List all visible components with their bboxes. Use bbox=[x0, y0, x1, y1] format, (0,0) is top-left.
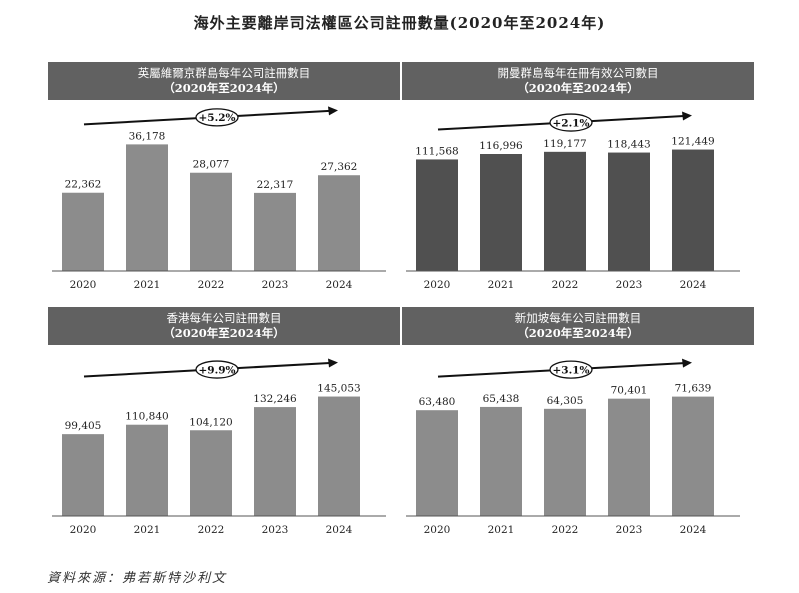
cagr-badge bbox=[549, 360, 593, 379]
x-tick-label: 2022 bbox=[552, 279, 579, 291]
bar bbox=[480, 154, 522, 271]
x-tick-label: 2022 bbox=[198, 524, 225, 536]
data-label: 71,639 bbox=[675, 383, 712, 395]
bar bbox=[544, 151, 586, 271]
data-label: 70,401 bbox=[611, 385, 648, 397]
chart-panel-hongkong: 香港每年公司註冊數目 （2020年至2024年） 99,405 2020 110,8… bbox=[48, 307, 400, 542]
data-label: 36,178 bbox=[129, 130, 166, 142]
x-tick-label: 2021 bbox=[134, 524, 161, 536]
x-tick-label: 2023 bbox=[616, 524, 643, 536]
x-tick-label: 2023 bbox=[262, 524, 289, 536]
bar bbox=[318, 396, 360, 516]
trend-arrowhead bbox=[328, 106, 338, 116]
chart-subtitle: （2020年至2024年） bbox=[517, 326, 639, 340]
bar bbox=[254, 407, 296, 516]
data-label: 28,077 bbox=[193, 159, 230, 171]
bar bbox=[62, 192, 104, 271]
bar-chart: 22,362 2020 36,178 2021 28,077 2022 22,317 2023… bbox=[52, 106, 386, 291]
bar bbox=[126, 144, 168, 271]
chart-header: 開曼群島每年在冊有效公司數目 （2020年至2024年） bbox=[402, 62, 754, 100]
bar bbox=[62, 434, 104, 516]
data-label: 22,317 bbox=[257, 179, 294, 191]
chart-subtitle: （2020年至2024年） bbox=[163, 326, 285, 340]
x-tick-label: 2024 bbox=[326, 279, 353, 291]
chart-panel-singapore: 新加坡每年公司註冊數目 （2020年至2024年） 63,480 2020 65,4… bbox=[402, 307, 754, 542]
bar bbox=[416, 159, 458, 271]
data-label: 145,053 bbox=[317, 383, 360, 395]
bar-chart: 63,480 2020 65,438 2021 64,305 2022 70,401 2023… bbox=[406, 358, 740, 536]
bar bbox=[254, 192, 296, 271]
data-label: 104,120 bbox=[189, 416, 232, 428]
chart-title: 開曼群島每年在冊有效公司數目 bbox=[497, 66, 659, 80]
data-label: 65,438 bbox=[483, 393, 520, 405]
x-tick-label: 2022 bbox=[552, 524, 579, 536]
cagr-badge bbox=[549, 113, 593, 132]
bar bbox=[672, 149, 714, 271]
x-tick-label: 2023 bbox=[616, 279, 643, 291]
x-tick-label: 2020 bbox=[70, 524, 97, 536]
data-label: 27,362 bbox=[321, 161, 358, 173]
cagr-label: +2.1% bbox=[552, 117, 589, 129]
chart-panel-cayman: 開曼群島每年在冊有效公司數目 （2020年至2024年） 111,568 2020… bbox=[402, 62, 754, 297]
bar bbox=[608, 152, 650, 271]
cagr-label: +5.2% bbox=[198, 112, 235, 124]
bar bbox=[416, 410, 458, 516]
cagr-badge bbox=[195, 360, 239, 379]
bar bbox=[318, 175, 360, 271]
bar-chart: 99,405 2020 110,840 2021 104,120 2022 132,246 2… bbox=[52, 358, 386, 536]
x-tick-label: 2021 bbox=[488, 279, 515, 291]
x-tick-label: 2023 bbox=[262, 279, 289, 291]
source-note: 資料來源：弗若斯特沙利文 bbox=[47, 571, 228, 586]
data-label: 99,405 bbox=[65, 420, 102, 432]
bar bbox=[126, 424, 168, 516]
chart-title: 新加坡每年公司註冊數目 bbox=[514, 311, 642, 325]
bar bbox=[672, 396, 714, 516]
data-label: 121,449 bbox=[671, 136, 714, 148]
data-label: 63,480 bbox=[419, 396, 456, 408]
x-tick-label: 2024 bbox=[680, 524, 707, 536]
x-tick-label: 2020 bbox=[424, 279, 451, 291]
x-tick-label: 2024 bbox=[680, 279, 707, 291]
data-label: 64,305 bbox=[547, 395, 584, 407]
data-label: 118,443 bbox=[607, 139, 650, 151]
bar bbox=[480, 406, 522, 516]
cagr-badge bbox=[195, 108, 239, 127]
bar bbox=[190, 430, 232, 516]
cagr-label: +3.1% bbox=[552, 364, 589, 376]
bar bbox=[608, 398, 650, 516]
data-label: 119,177 bbox=[543, 138, 586, 150]
trend-arrowhead bbox=[328, 358, 338, 368]
chart-header: 香港每年公司註冊數目 （2020年至2024年） bbox=[48, 307, 400, 345]
x-tick-label: 2020 bbox=[70, 279, 97, 291]
chart-header: 英屬維爾京群島每年公司註冊數目 （2020年至2024年） bbox=[48, 62, 400, 100]
data-label: 132,246 bbox=[253, 393, 297, 405]
bar bbox=[544, 408, 586, 516]
chart-subtitle: （2020年至2024年） bbox=[517, 81, 639, 95]
page-title: 海外主要離岸司法權區公司註冊數量(2020年至2024年) bbox=[193, 14, 606, 32]
data-label: 116,996 bbox=[479, 140, 523, 152]
chart-title: 香港每年公司註冊數目 bbox=[166, 311, 282, 325]
cagr-label: +9.9% bbox=[198, 364, 235, 376]
trend-arrowhead bbox=[682, 111, 692, 121]
x-tick-label: 2022 bbox=[198, 279, 225, 291]
data-label: 111,568 bbox=[415, 145, 458, 157]
chart-subtitle: （2020年至2024年） bbox=[163, 81, 285, 95]
trend-arrowhead bbox=[682, 358, 692, 368]
x-tick-label: 2020 bbox=[424, 524, 451, 536]
x-tick-label: 2021 bbox=[488, 524, 515, 536]
x-tick-label: 2024 bbox=[326, 524, 353, 536]
data-label: 22,362 bbox=[65, 179, 102, 191]
x-tick-label: 2021 bbox=[134, 279, 161, 291]
chart-header: 新加坡每年公司註冊數目 （2020年至2024年） bbox=[402, 307, 754, 345]
bar bbox=[190, 172, 232, 271]
chart-title: 英屬維爾京群島每年公司註冊數目 bbox=[137, 66, 311, 80]
data-label: 110,840 bbox=[125, 411, 168, 423]
chart-panel-bvi: 英屬維爾京群島每年公司註冊數目 （2020年至2024年） 22,362 2020… bbox=[48, 62, 400, 297]
bar-chart: 111,568 2020 116,996 2021 119,177 2022 118,443… bbox=[406, 111, 740, 291]
